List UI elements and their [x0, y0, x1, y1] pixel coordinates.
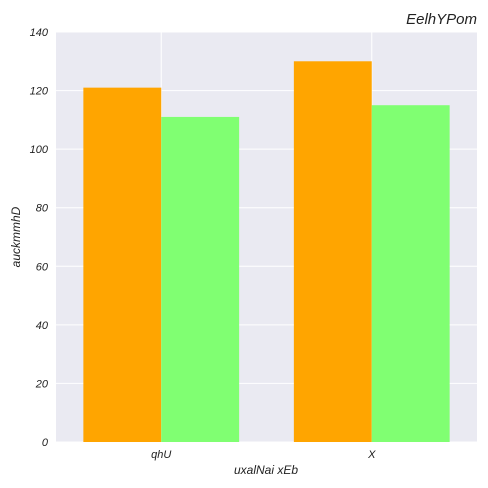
- bar-series0-qhU: [83, 88, 161, 442]
- y-tick-label-3: 60: [36, 261, 49, 273]
- y-tick-labels: 0 20 40 60 80 100 120 140: [30, 27, 49, 449]
- x-axis-label: uxalNai xEb: [234, 463, 298, 477]
- y-tick-label-7: 140: [30, 27, 49, 39]
- bar-series0-X: [294, 61, 372, 442]
- y-tick-label-0: 0: [42, 437, 49, 449]
- bar-series1-X: [372, 105, 450, 442]
- y-tick-label-2: 40: [36, 320, 49, 332]
- y-tick-label-5: 100: [30, 144, 49, 156]
- bar-series1-qhU: [161, 117, 239, 442]
- y-tick-label-4: 80: [36, 203, 49, 215]
- y-axis-label: auckmmhD: [9, 206, 23, 267]
- x-tick-label-1: X: [367, 449, 376, 461]
- x-tick-labels: qhU X: [151, 449, 376, 461]
- x-tick-label-0: qhU: [151, 449, 171, 461]
- y-tick-label-1: 20: [35, 378, 49, 390]
- y-tick-label-6: 120: [30, 86, 49, 98]
- chart-title: EelhYPom: [406, 11, 477, 28]
